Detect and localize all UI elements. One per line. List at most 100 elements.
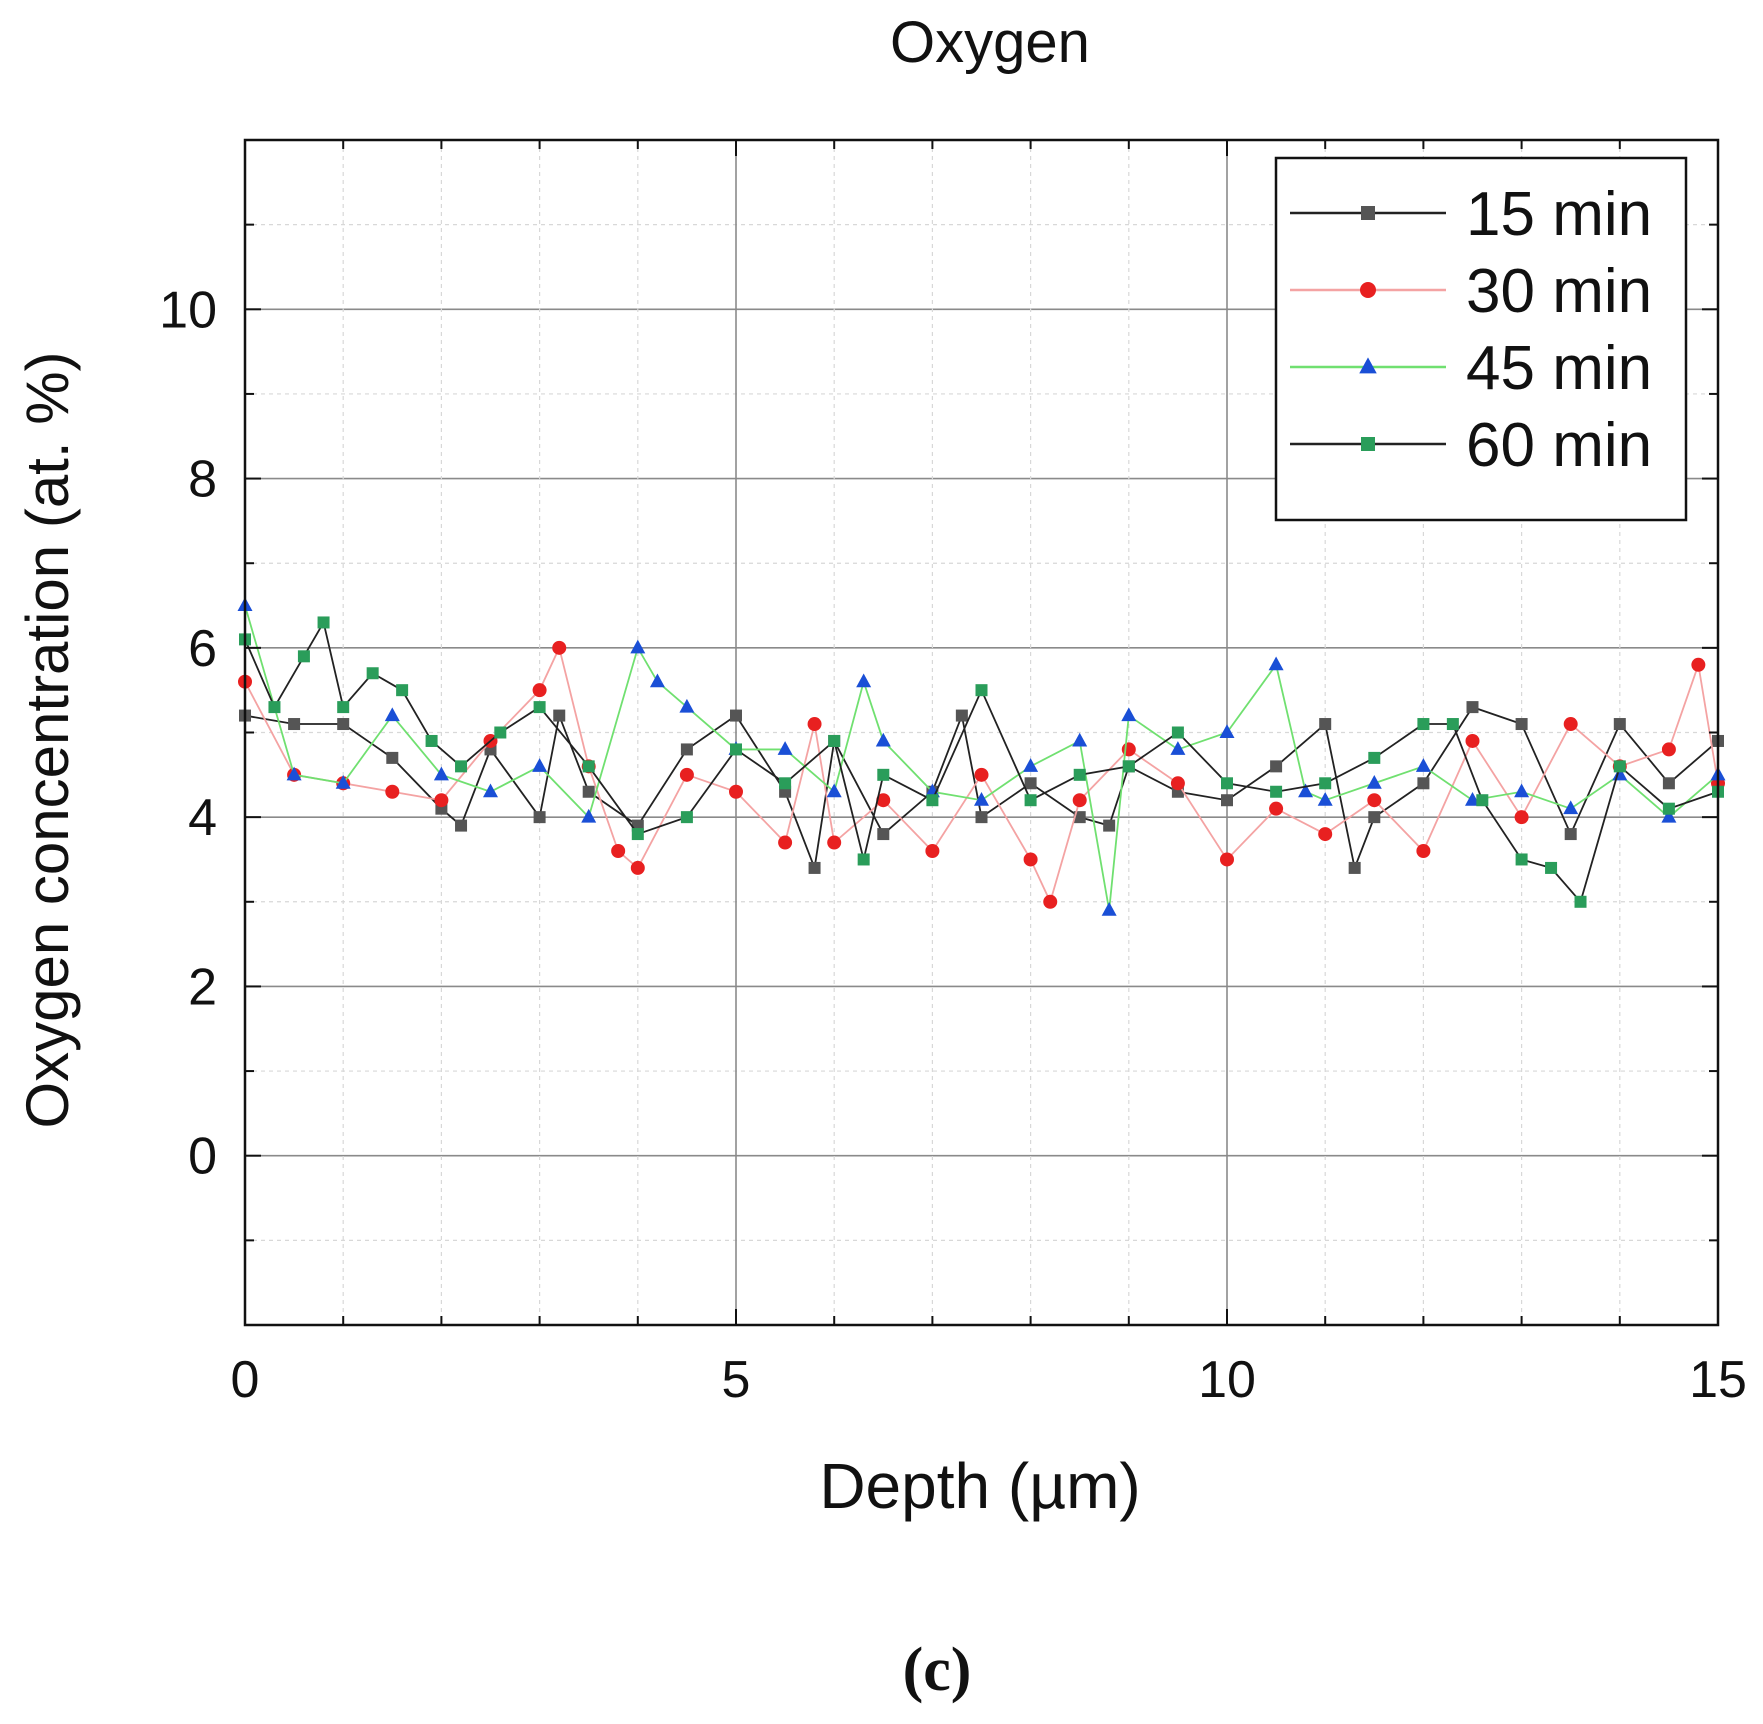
data-point	[483, 783, 498, 798]
data-point	[532, 758, 548, 772]
legend-label: 60 min	[1466, 411, 1652, 480]
data-point	[828, 734, 841, 747]
data-point	[875, 732, 891, 747]
data-point	[1043, 894, 1058, 909]
data-point	[955, 709, 968, 722]
data-point	[553, 709, 566, 722]
data-point	[1465, 791, 1480, 806]
data-point	[533, 701, 546, 714]
data-point	[1368, 751, 1381, 764]
data-point	[386, 751, 399, 764]
data-point	[455, 760, 468, 773]
legend-label: 30 min	[1466, 257, 1652, 326]
data-point	[1465, 733, 1480, 748]
data-point	[826, 783, 842, 798]
chart-title: Oxygen	[890, 10, 1090, 75]
legend-marker	[1360, 282, 1376, 298]
data-point	[1574, 895, 1587, 908]
data-point	[1661, 808, 1677, 823]
data-point	[335, 775, 351, 789]
data-point	[1219, 724, 1235, 738]
legend: 15 min 30 min 45 min 60 min	[1274, 156, 1688, 522]
x-tick-label: 0	[231, 1351, 260, 1409]
data-point	[1367, 793, 1382, 808]
data-point	[926, 794, 939, 807]
data-point	[1613, 718, 1626, 731]
data-point	[384, 707, 400, 722]
data-point	[1072, 732, 1088, 747]
data-point	[1171, 726, 1184, 739]
data-point	[877, 768, 890, 781]
data-point	[679, 767, 694, 782]
data-point	[630, 860, 645, 875]
data-point	[268, 701, 281, 714]
x-tick-label: 10	[1198, 1351, 1256, 1409]
data-point	[1270, 760, 1283, 773]
data-point	[857, 853, 870, 866]
series-line	[244, 706, 1719, 872]
y-tick-label: 0	[188, 1128, 217, 1186]
y-tick-label: 4	[188, 789, 217, 847]
data-point	[434, 793, 449, 808]
data-point	[974, 791, 989, 806]
data-point	[974, 767, 989, 782]
data-point	[581, 808, 597, 823]
data-point	[552, 640, 567, 655]
y-tick-label: 8	[188, 451, 217, 509]
data-point	[1073, 811, 1086, 824]
data-point	[1072, 793, 1087, 808]
data-point	[975, 684, 988, 697]
data-point	[631, 828, 644, 841]
data-point	[877, 828, 890, 841]
data-point	[649, 673, 665, 688]
data-point	[1662, 802, 1675, 815]
series-layer	[237, 597, 1726, 916]
data-point	[337, 718, 350, 731]
data-point	[1170, 776, 1185, 791]
data-point	[777, 741, 793, 755]
data-point	[1514, 810, 1529, 825]
data-point	[1298, 783, 1314, 798]
data-point	[533, 811, 546, 824]
legend-box	[1274, 156, 1688, 522]
series-60-min	[239, 616, 1724, 908]
data-point	[1270, 785, 1283, 798]
series-45-min	[237, 597, 1726, 916]
data-point	[925, 844, 940, 858]
data-point	[1269, 801, 1284, 816]
data-point	[779, 777, 792, 790]
data-point	[1101, 902, 1117, 916]
data-point	[1268, 656, 1284, 671]
legend-label: 15 min	[1466, 180, 1652, 249]
data-point	[433, 766, 449, 781]
data-point	[876, 793, 891, 808]
data-point	[1319, 718, 1332, 731]
data-point	[1121, 707, 1137, 722]
data-point	[532, 683, 547, 698]
x-tick-label: 5	[722, 1351, 751, 1409]
data-point	[582, 760, 595, 773]
data-point	[337, 701, 350, 714]
data-point	[1563, 717, 1578, 732]
data-point	[1661, 742, 1676, 757]
data-point	[494, 726, 507, 739]
data-point	[1318, 827, 1333, 842]
data-point	[317, 616, 330, 629]
data-point	[1121, 742, 1136, 757]
series-30-min	[238, 640, 1725, 909]
data-point	[425, 734, 438, 747]
series-line	[244, 620, 1719, 904]
data-point	[1514, 783, 1530, 798]
data-point	[1220, 852, 1234, 867]
data-point	[297, 650, 310, 663]
data-point	[1103, 819, 1116, 832]
data-point	[366, 667, 379, 680]
data-point	[1073, 768, 1086, 781]
y-tick-label: 6	[188, 620, 217, 678]
data-point	[827, 835, 842, 850]
data-point	[1466, 701, 1479, 714]
data-point	[680, 811, 693, 824]
data-point	[1348, 861, 1361, 874]
ticks: 0 5 10 15 0 2 4 6 8 10	[159, 139, 1747, 1409]
